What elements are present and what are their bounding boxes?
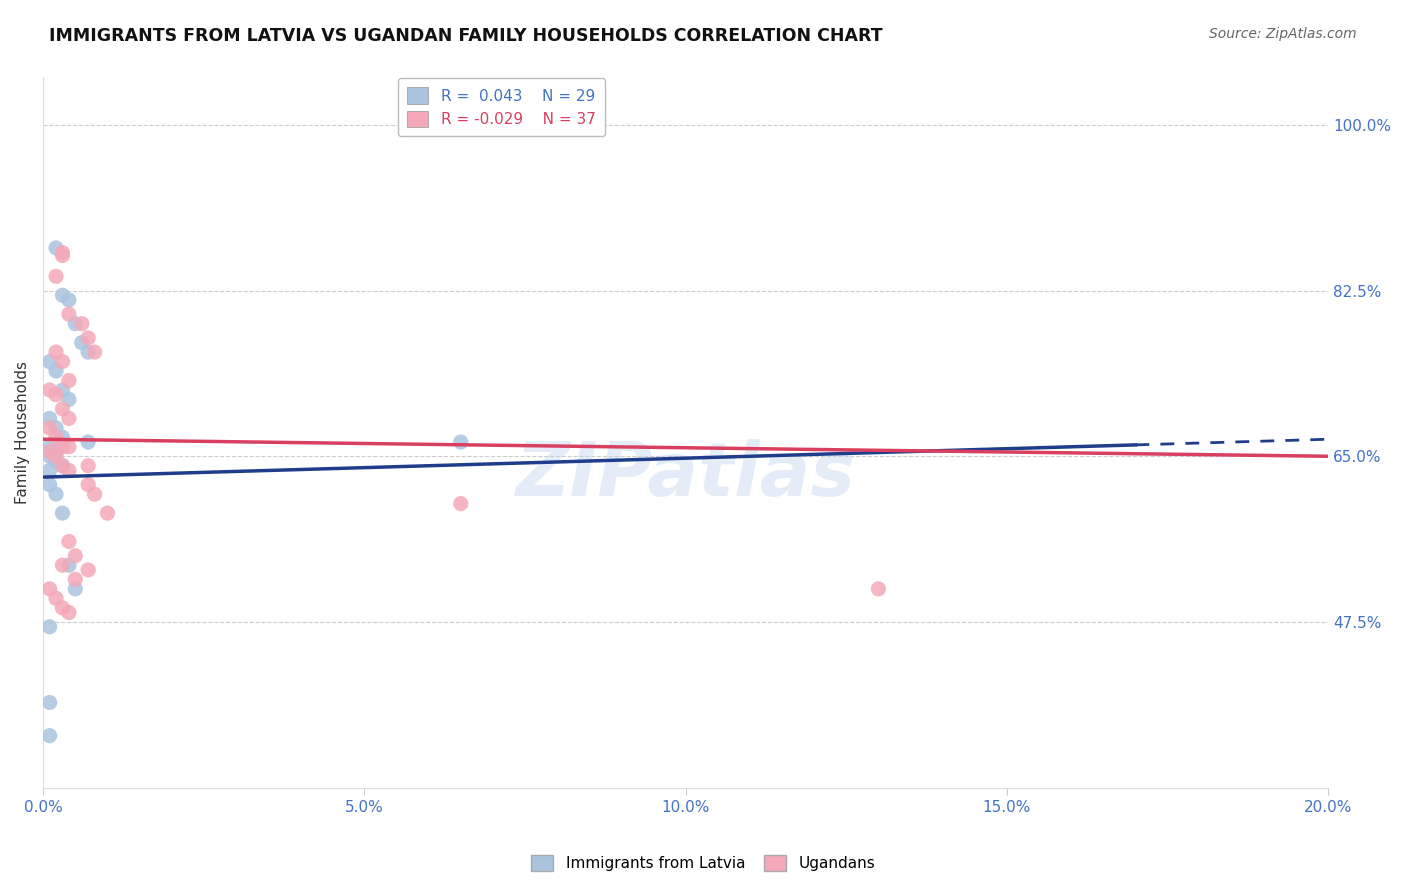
Point (45, 591, 67, 606)
Point (38, 444, 60, 458)
Point (83, 487, 105, 501)
Point (38, 477, 60, 491)
Point (38, 383, 60, 397)
Point (868, 582, 890, 596)
Point (51, 440, 73, 454)
Point (45, 388, 67, 402)
Point (83, 345, 105, 359)
Y-axis label: Family Households: Family Households (15, 361, 30, 504)
Point (58, 606, 80, 620)
Point (45, 269, 67, 284)
Point (58, 293, 80, 307)
Point (45, 444, 67, 458)
Point (51, 354, 73, 368)
Point (58, 374, 80, 388)
Point (58, 463, 80, 477)
Point (51, 600, 73, 615)
Point (51, 558, 73, 573)
Point (58, 534, 80, 549)
Point (51, 248, 73, 262)
Point (51, 458, 73, 473)
Point (38, 463, 60, 477)
Point (45, 345, 67, 359)
Legend: R =  0.043    N = 29, R = -0.029    N = 37: R = 0.043 N = 29, R = -0.029 N = 37 (398, 78, 605, 136)
Point (51, 506, 73, 520)
Point (58, 307, 80, 321)
Point (38, 440, 60, 454)
Legend: Immigrants from Latvia, Ugandans: Immigrants from Latvia, Ugandans (524, 849, 882, 877)
Point (45, 364, 67, 378)
Point (45, 454, 67, 468)
Point (38, 354, 60, 368)
Point (51, 401, 73, 416)
Point (70, 317, 93, 331)
Point (77, 435, 100, 450)
Text: ZIPatlas: ZIPatlas (516, 439, 856, 512)
Point (51, 288, 73, 302)
Point (450, 435, 472, 450)
Point (96, 506, 118, 520)
Point (77, 458, 100, 473)
Point (45, 450, 67, 464)
Point (77, 345, 100, 359)
Point (51, 245, 73, 260)
Point (65, 573, 87, 587)
Text: IMMIGRANTS FROM LATVIA VS UGANDAN FAMILY HOUSEHOLDS CORRELATION CHART: IMMIGRANTS FROM LATVIA VS UGANDAN FAMILY… (49, 27, 883, 45)
Point (77, 477, 100, 491)
Point (77, 331, 100, 345)
Point (45, 421, 67, 435)
Point (58, 558, 80, 573)
Point (65, 582, 87, 596)
Point (38, 582, 60, 596)
Point (65, 549, 87, 563)
Point (58, 440, 80, 454)
Point (38, 421, 60, 435)
Point (45, 430, 67, 444)
Point (450, 497, 472, 511)
Point (38, 411, 60, 425)
Point (38, 450, 60, 464)
Point (51, 430, 73, 444)
Point (51, 383, 73, 397)
Point (70, 335, 93, 350)
Point (38, 620, 60, 634)
Point (77, 563, 100, 577)
Point (58, 411, 80, 425)
Point (58, 392, 80, 407)
Point (45, 487, 67, 501)
Point (65, 317, 87, 331)
Text: Source: ZipAtlas.com: Source: ZipAtlas.com (1209, 27, 1357, 41)
Point (38, 696, 60, 710)
Point (38, 729, 60, 743)
Point (45, 241, 67, 255)
Point (51, 458, 73, 473)
